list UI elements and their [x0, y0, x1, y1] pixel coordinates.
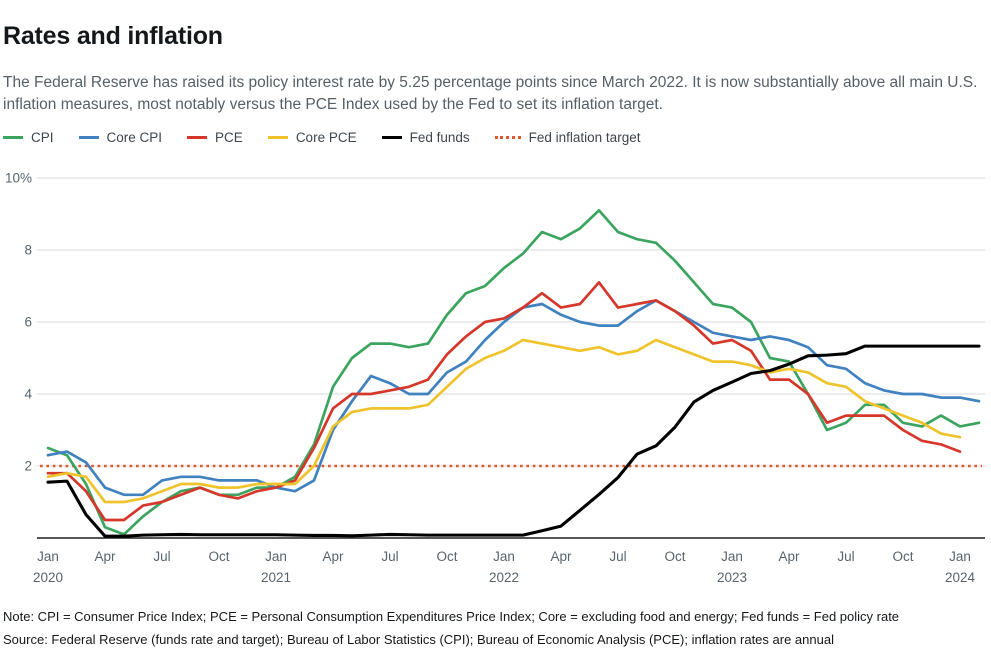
legend-item-fed-funds: Fed funds: [381, 130, 470, 145]
x-tick-label: Apr: [550, 549, 572, 564]
legend-item-core-pce: Core PCE: [267, 130, 357, 145]
legend-swatch-fed-inflation-target: [494, 136, 521, 139]
x-tick-label: Jan: [265, 549, 287, 564]
x-tick-label: Oct: [892, 549, 913, 564]
x-tick-label: Oct: [208, 549, 229, 564]
legend-item-core-cpi: Core CPI: [78, 130, 163, 145]
series-line-cpi: [46, 209, 981, 536]
x-tick-label: Jul: [381, 549, 398, 564]
series-line-core-cpi: [46, 299, 981, 497]
legend-swatch-fed-funds: [381, 136, 402, 139]
footer-note: Note: CPI = Consumer Price Index; PCE = …: [3, 609, 900, 624]
x-tick-year-label: 2022: [489, 570, 519, 585]
x-tick-year-label: 2021: [261, 570, 291, 585]
x-tick-label: Oct: [436, 549, 457, 564]
chart-subtitle: The Federal Reserve has raised its polic…: [3, 73, 978, 114]
x-tick-label: Jan: [37, 549, 59, 564]
y-tick-label: 8: [24, 243, 32, 258]
x-tick-label: Apr: [94, 549, 116, 564]
x-tick-year-label: 2024: [945, 570, 976, 585]
legend-item-pce: PCE: [187, 130, 243, 145]
footer-source: Source: Federal Reserve (funds rate and …: [3, 632, 834, 647]
legend-label-core-cpi: Core CPI: [106, 130, 163, 145]
legend-item-fed-inflation-target: Fed inflation target: [494, 130, 641, 145]
x-tick-label: Jan: [721, 549, 743, 564]
x-tick-label: Jan: [949, 549, 971, 564]
x-tick-label: Apr: [778, 549, 800, 564]
legend-label-fed-inflation-target: Fed inflation target: [528, 130, 641, 145]
series-line-fed-funds: [46, 344, 981, 538]
legend-label-pce: PCE: [215, 130, 243, 145]
y-tick-label: 6: [24, 315, 32, 330]
chart-footer: Note: CPI = Consumer Price Index; PCE = …: [3, 605, 899, 651]
x-tick-year-label: 2020: [33, 570, 63, 585]
legend-item-cpi: CPI: [3, 130, 54, 145]
y-tick-label: 4: [24, 387, 32, 402]
page-title: Rates and inflation: [3, 21, 223, 50]
y-tick-label: 10%: [5, 171, 32, 186]
legend-label-core-pce: Core PCE: [295, 130, 357, 145]
chart-canvas: 10% 8 6 4 2 Jan 2020 Apr Jul Oct Jan 2021 Apr Jul Oct J…: [5, 171, 985, 585]
chart-legend: CPI Core CPI PCE Core PCE Fed funds Fed …: [3, 130, 640, 145]
legend-swatch-core-pce: [267, 136, 288, 139]
series-line-core-pce: [46, 338, 962, 504]
x-tick-label: Oct: [664, 549, 685, 564]
series-line-pce: [46, 281, 962, 522]
rates-inflation-line-chart: 10% 8 6 4 2 Jan 2020 Apr Jul Oct Jan 2021 Apr Jul Oct J…: [0, 165, 991, 602]
legend-swatch-core-cpi: [78, 136, 99, 139]
x-tick-year-label: 2023: [717, 570, 747, 585]
legend-swatch-pce: [187, 136, 208, 139]
x-tick-label: Jul: [153, 549, 170, 564]
x-tick-label: Apr: [322, 549, 344, 564]
legend-label-cpi: CPI: [31, 130, 54, 145]
legend-label-fed-funds: Fed funds: [409, 130, 470, 145]
legend-swatch-cpi: [3, 136, 23, 139]
x-tick-label: Jul: [837, 549, 854, 564]
x-tick-label: Jul: [609, 549, 626, 564]
y-tick-label: 2: [24, 459, 32, 474]
x-tick-label: Jan: [493, 549, 515, 564]
